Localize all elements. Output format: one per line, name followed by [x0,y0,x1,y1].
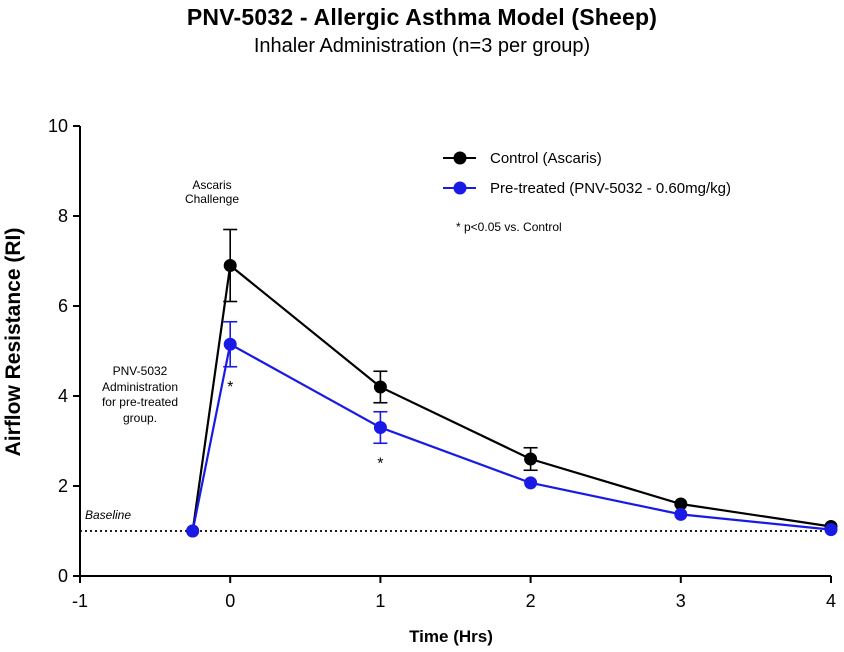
data-point [373,380,387,394]
series-layer [186,228,838,538]
x-tick-label: 2 [526,591,536,611]
data-point [524,476,538,490]
legend-marker-pretreated [453,181,467,195]
x-tick-label: 3 [676,591,686,611]
legend-label-control: Control (Ascaris) [490,150,602,167]
series-line [191,263,832,532]
y-tick-label: 8 [58,206,68,226]
x-tick-label: 0 [225,591,235,611]
legend-marker-control [453,151,467,165]
significance-asterisk: * [377,455,383,472]
legend: Control (Ascaris) Pre-treated (PNV-5032 … [443,150,731,197]
series-1 [186,320,838,538]
significance-asterisk: * [227,379,233,396]
data-point [524,452,538,466]
x-axis-title: Time (Hrs) [409,627,493,646]
challenge-annotation-line1: Ascaris [192,178,231,192]
data-point [824,523,838,537]
data-point [373,421,387,434]
challenge-annotation-line2: Challenge [185,192,239,206]
significance-note: * p<0.05 vs. Control [456,220,562,234]
chart-subtitle: Inhaler Administration (n=3 per group) [253,35,591,57]
admin-annotation-line3: for pre-treated [102,395,178,409]
data-point [674,497,688,511]
chart-title: PNV-5032 - Allergic Asthma Model (Sheep) [186,4,658,30]
admin-annotation-line4: group. [123,411,157,425]
labels-layer: ** [227,379,383,473]
data-point [223,337,237,351]
admin-annotation-line2: Administration [102,380,178,394]
x-tick-label: -1 [72,591,88,611]
x-tick-label: 1 [375,591,385,611]
series-line [191,342,832,532]
y-tick-label: 0 [58,566,68,586]
series-0 [186,228,838,538]
y-tick-label: 4 [58,386,68,406]
baseline-label: Baseline [85,508,131,522]
data-point [674,507,688,521]
data-point [223,259,237,272]
y-axis-title: Airflow Resistance (RI) [2,228,25,457]
data-point [186,524,200,538]
admin-annotation-line1: PNV-5032 [113,364,168,378]
x-tick-label: 4 [826,591,836,611]
y-tick-label: 10 [48,116,68,136]
y-tick-label: 6 [58,296,68,316]
legend-label-pretreated: Pre-treated (PNV-5032 - 0.60mg/kg) [490,180,731,197]
y-tick-label: 2 [58,476,68,496]
